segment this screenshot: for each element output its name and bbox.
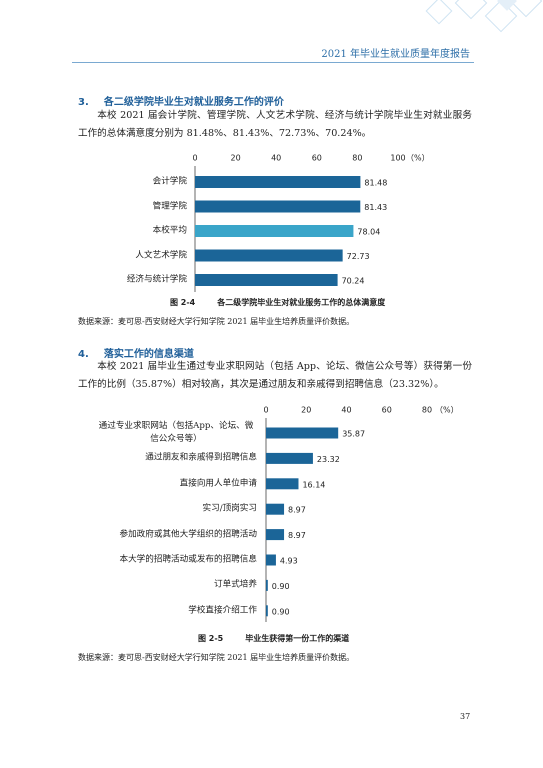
figure-caption: 图 2-5 毕业生获得第一份工作的渠道 [198, 633, 349, 644]
bar [266, 579, 268, 591]
x-tick-label: 80 [352, 154, 362, 163]
category-label: 学校直接介绍工作 [188, 605, 257, 616]
page-number: 37 [460, 712, 471, 721]
x-tick-label: 80 [422, 406, 432, 415]
section-number: 3. [78, 97, 89, 108]
x-tick-label: 40 [341, 406, 351, 415]
axis-unit: （%） [435, 406, 459, 415]
value-label: 8.97 [288, 506, 306, 515]
section-heading: 4. 落实工作的信息渠道 [78, 342, 194, 361]
bar [266, 478, 299, 490]
value-label: 70.24 [342, 277, 365, 286]
category-label: 会计学院 [152, 176, 187, 187]
x-tick-label: 20 [231, 154, 241, 163]
axis-unit: （%） [406, 154, 430, 163]
category-label: 经济与统计学院 [126, 274, 187, 285]
category-label: 订单式培养 [214, 579, 257, 590]
value-label: 72.73 [347, 252, 370, 261]
corner-decoration [425, 0, 543, 33]
bar [266, 605, 268, 617]
bar [266, 452, 313, 464]
value-label: 8.97 [288, 531, 306, 540]
paragraph: 本校 2021 届会计学院、管理学院、人文艺术学院、经济与统计学院毕业生对就业服… [78, 110, 472, 139]
value-label: 0.90 [272, 582, 290, 591]
bar [266, 554, 276, 566]
bar [266, 503, 285, 515]
section-number: 4. [78, 349, 89, 360]
chart-title: 毕业生获得第一份工作的渠道 [245, 634, 350, 643]
figure-caption: 图 2-4 各二级学院毕业生对就业服务工作的总体满意度 [170, 297, 385, 308]
bar [195, 274, 338, 286]
header-rule [72, 62, 474, 63]
bar [195, 176, 361, 188]
bar [195, 249, 343, 262]
category-label: 人文艺术学院 [135, 250, 187, 260]
x-tick-label: 0 [192, 154, 197, 163]
category-label: 本大学的招聘活动或发布的招聘信息 [119, 554, 257, 565]
x-tick-label: 100 [390, 154, 405, 163]
bar [266, 529, 285, 541]
category-label: 参加政府或其他大学组织的招聘活动 [119, 529, 257, 540]
category-label: 通过专业求职网站（包括App、论坛、微信公众号等） [98, 421, 254, 444]
value-label: 4.93 [280, 557, 298, 566]
data-source: 数据来源：麦可思-西安财经大学行知学院 2021 届毕业生培养质量评价数据。 [78, 317, 355, 326]
bar [195, 225, 354, 237]
category-label: 通过朋友和亲戚得到招聘信息 [145, 452, 257, 463]
value-label: 0.90 [272, 607, 290, 616]
category-label: 管理学院 [152, 201, 187, 211]
header-title: 2021 年毕业生就业质量年度报告 [321, 49, 470, 60]
value-label: 78.04 [357, 228, 380, 237]
x-tick-label: 0 [263, 406, 268, 415]
category-label: 实习/顶岗实习 [202, 503, 257, 514]
section-heading: 3. 各二级学院毕业生对就业服务工作的评价 [78, 90, 284, 109]
section-title: 落实工作的信息渠道 [103, 349, 194, 360]
x-tick-label: 60 [382, 406, 392, 415]
data-source: 数据来源：麦可思-西安财经大学行知学院 2021 届毕业生培养质量评价数据。 [78, 653, 355, 662]
bar [195, 200, 361, 213]
category-label: 本校平均 [152, 225, 187, 236]
value-label: 35.87 [342, 430, 365, 439]
value-label: 81.43 [364, 203, 387, 212]
paragraph: 本校 2021 届毕业生通过专业求职网站（包括 App、论坛、微信公众号等）获得… [78, 361, 472, 390]
x-tick-label: 20 [301, 406, 311, 415]
figure-number: 图 2-4 [170, 298, 196, 307]
section-title: 各二级学院毕业生对就业服务工作的评价 [103, 97, 284, 108]
x-tick-label: 40 [271, 154, 281, 163]
value-label: 16.14 [302, 480, 325, 489]
figure-number: 图 2-5 [198, 634, 224, 643]
category-label: 直接向用人单位申请 [179, 478, 257, 489]
value-label: 81.48 [364, 179, 387, 188]
bar [266, 427, 339, 439]
chart-title: 各二级学院毕业生对就业服务工作的总体满意度 [217, 298, 386, 307]
x-tick-label: 60 [312, 154, 322, 163]
value-label: 23.32 [317, 455, 340, 464]
